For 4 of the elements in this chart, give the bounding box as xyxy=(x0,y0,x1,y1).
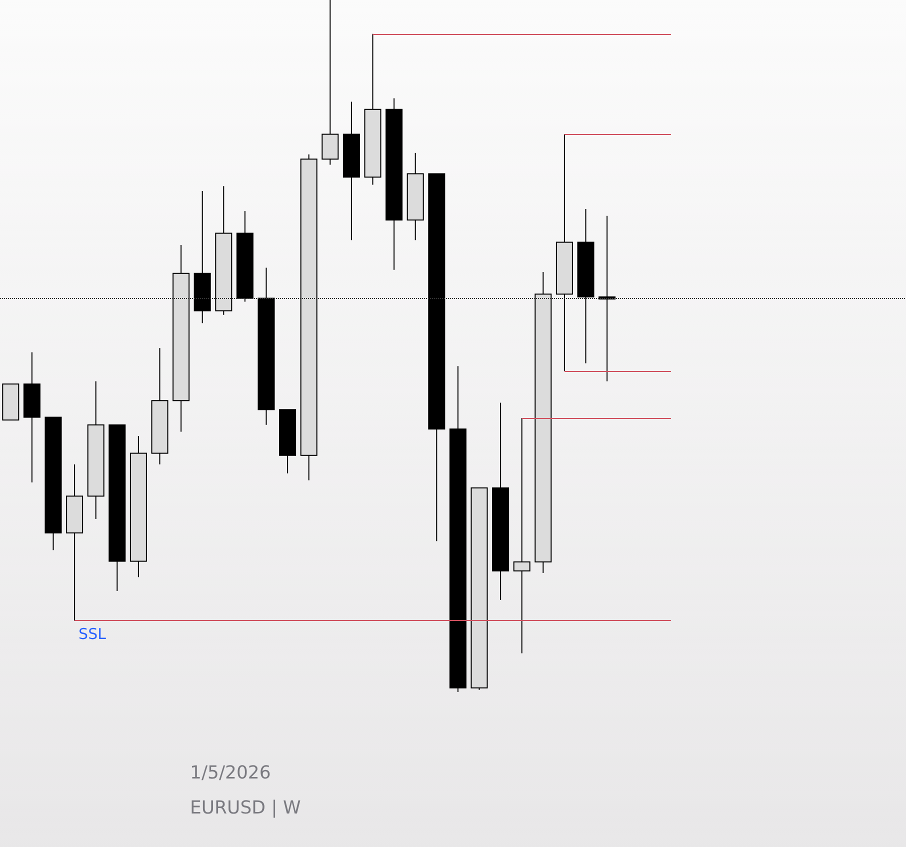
ref-line-label: SSL xyxy=(78,625,107,644)
text: EURUSD | W xyxy=(190,798,302,818)
candlestick xyxy=(513,417,530,654)
text: 1/5/2026 xyxy=(190,762,271,784)
